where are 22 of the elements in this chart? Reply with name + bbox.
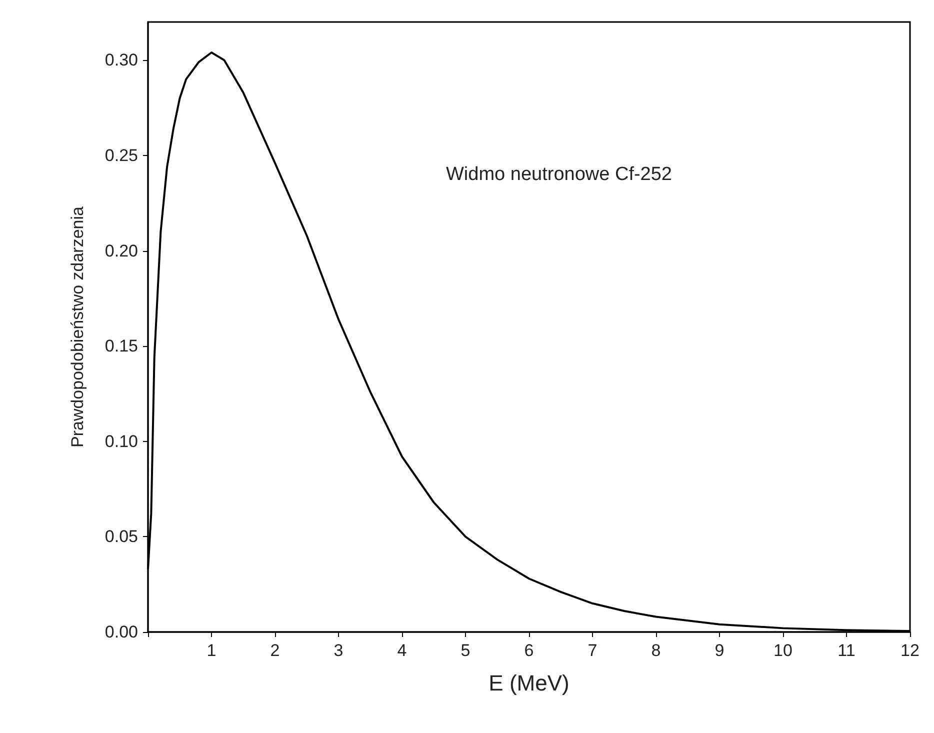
- x-tick-label: 3: [334, 641, 344, 660]
- x-tick-label: 5: [460, 641, 470, 660]
- y-tick-label: 0.10: [104, 432, 138, 451]
- y-tick-label: 0.05: [104, 527, 138, 546]
- x-tick-label: 8: [651, 641, 661, 660]
- x-tick-label: 1: [206, 641, 216, 660]
- x-tick-label: 6: [524, 641, 534, 660]
- x-tick-label: 2: [270, 641, 280, 660]
- x-axis-title: E (MeV): [488, 670, 570, 696]
- y-tick-label: 0.15: [104, 336, 138, 356]
- y-tick-label: 0.00: [104, 622, 138, 642]
- x-tick-label: 12: [900, 641, 920, 660]
- x-tick-label: 4: [397, 641, 407, 660]
- x-tick-label: 7: [588, 641, 598, 660]
- y-tick-label: 0.30: [104, 50, 138, 70]
- y-axis-title: Prawdopodobieństwo zdarzenia: [68, 206, 87, 448]
- x-tick-label: 9: [714, 641, 724, 660]
- y-tick-label: 0.20: [104, 241, 138, 260]
- x-tick-label: 11: [838, 641, 856, 660]
- x-tick-label: 10: [774, 641, 792, 660]
- annotation: Widmo neutronowe Cf-252: [446, 164, 672, 185]
- y-tick-label: 0.25: [104, 146, 138, 165]
